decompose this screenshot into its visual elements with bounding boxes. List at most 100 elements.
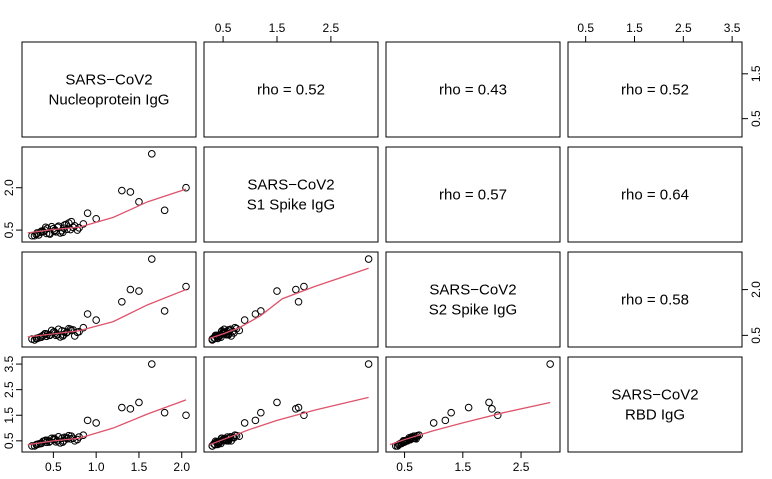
smooth-line [389,401,551,446]
point [67,217,76,226]
y-tick-label: 2.5 [2,381,16,398]
panel-frame [567,356,743,453]
panel-points [389,360,554,450]
panel-frame [385,146,561,243]
point [135,287,143,295]
panel-points [208,255,373,344]
point [160,408,169,417]
panel-frame [203,41,379,138]
y-tick-label: 0.5 [749,110,763,127]
point [257,408,265,417]
point [50,434,59,443]
point [147,255,156,263]
point [273,398,281,407]
variable-label: SARS−CoV2 [65,72,152,89]
panel-frame [203,146,379,243]
panel-frame [203,251,379,348]
point [294,297,303,306]
point [364,360,373,368]
point [160,307,169,315]
point [58,438,67,446]
point [92,316,100,324]
point [92,419,100,427]
x-tick-label: 1.5 [626,21,643,35]
correlation-label: rho = 0.52 [257,82,325,99]
correlation-label: rho = 0.52 [621,82,689,99]
point [147,360,156,368]
point [126,405,135,413]
y-tick-label: 2.0 [2,179,16,196]
point [240,316,249,324]
correlation-label: rho = 0.57 [439,187,507,204]
x-tick-label: 1.0 [88,460,105,474]
point [160,206,169,215]
point [292,285,300,294]
point [83,209,92,217]
x-tick-label: 2.5 [675,21,692,35]
point [79,431,88,440]
point [67,326,76,335]
point [118,297,126,306]
y-tick-label: 1.5 [2,407,16,424]
y-tick-label: 2.0 [749,281,763,298]
panel-points [27,360,190,450]
panel-frame [21,146,197,243]
x-tick-label: 0.5 [45,460,62,474]
point [33,229,41,237]
panel-frame [385,41,561,138]
point [251,310,260,318]
smooth-line [27,399,187,446]
point [300,282,308,291]
y-tick-label: 0.5 [2,221,16,238]
point [50,327,59,336]
correlation-label: rho = 0.43 [439,82,507,99]
x-tick-label: 0.5 [577,21,594,35]
panel-frame [21,251,197,348]
point [251,416,260,425]
point [300,411,308,420]
y-tick-label: 3.5 [2,355,16,372]
variable-label: SARS−CoV2 [611,387,698,404]
panel-points [27,255,190,344]
y-tick-label: 1.5 [749,65,763,82]
point [292,405,300,413]
point [182,282,190,291]
point [441,416,450,425]
point [83,310,92,318]
x-tick-label: 1.5 [269,21,286,35]
point [79,220,88,228]
variable-label: RBD IgG [625,407,685,424]
panel-frame [21,41,197,138]
variable-label: Nucleoprotein IgG [49,92,170,109]
smooth-line [27,188,187,234]
variable-label: SARS−CoV2 [429,282,516,299]
point [240,419,249,427]
point [399,438,408,446]
point [273,287,281,295]
panel-frame [567,41,743,138]
point [33,440,41,449]
x-tick-label: 0.5 [215,21,232,35]
panel-frame [21,356,197,453]
panel-points [27,150,190,240]
point [126,188,135,196]
correlation-label: rho = 0.58 [621,292,689,309]
point [364,255,373,263]
panel-frame [567,251,743,348]
point [54,325,63,334]
point [41,436,50,445]
point [118,403,126,412]
point [464,403,473,412]
x-tick-label: 1.5 [454,460,471,474]
panel-frame [385,356,561,453]
variable-label: SARS−CoV2 [247,177,334,194]
point [73,435,82,444]
point [546,360,554,368]
point [220,434,229,443]
point [182,411,190,420]
point [488,405,496,413]
point [79,323,88,332]
point [147,150,156,158]
x-tick-label: 2.5 [323,21,340,35]
